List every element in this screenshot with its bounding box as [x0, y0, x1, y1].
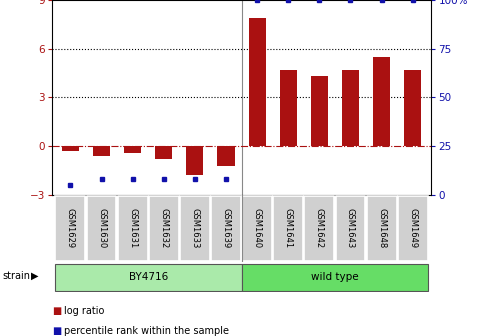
Bar	[304, 196, 334, 261]
Bar	[242, 264, 428, 291]
Bar	[124, 146, 141, 153]
Text: GSM1648: GSM1648	[377, 208, 386, 249]
Bar	[118, 196, 147, 261]
Bar	[404, 70, 421, 146]
Text: GSM1630: GSM1630	[97, 208, 106, 249]
Bar	[217, 146, 235, 166]
Text: GSM1640: GSM1640	[252, 208, 262, 249]
Text: strain: strain	[2, 271, 31, 281]
Text: GSM1631: GSM1631	[128, 208, 137, 249]
Text: GSM1641: GSM1641	[284, 208, 293, 249]
Text: GSM1633: GSM1633	[190, 208, 199, 249]
Bar	[56, 196, 85, 261]
Bar	[93, 146, 110, 156]
Bar	[155, 146, 173, 159]
Text: log ratio: log ratio	[64, 306, 105, 316]
Text: GSM1629: GSM1629	[66, 208, 75, 249]
Text: percentile rank within the sample: percentile rank within the sample	[64, 326, 229, 336]
Text: GSM1632: GSM1632	[159, 208, 168, 249]
Bar	[87, 196, 116, 261]
Text: ■: ■	[52, 306, 61, 316]
Text: ■: ■	[52, 326, 61, 336]
Bar	[342, 70, 359, 146]
Text: BY4716: BY4716	[129, 272, 168, 282]
Text: GSM1642: GSM1642	[315, 208, 324, 249]
Text: ▶: ▶	[31, 271, 38, 281]
Bar	[280, 70, 297, 146]
Bar	[149, 196, 179, 261]
Bar	[56, 264, 242, 291]
Bar	[242, 196, 272, 261]
Bar	[367, 196, 396, 261]
Bar	[186, 146, 204, 175]
Bar	[248, 18, 266, 146]
Bar	[373, 57, 390, 146]
Bar	[273, 196, 303, 261]
Bar	[311, 76, 328, 146]
Text: GSM1643: GSM1643	[346, 208, 355, 249]
Text: GSM1649: GSM1649	[408, 208, 417, 249]
Text: GSM1639: GSM1639	[221, 208, 231, 249]
Bar	[62, 146, 79, 151]
Bar	[180, 196, 210, 261]
Bar	[398, 196, 427, 261]
Bar	[336, 196, 365, 261]
Text: wild type: wild type	[311, 272, 359, 282]
Bar	[211, 196, 241, 261]
